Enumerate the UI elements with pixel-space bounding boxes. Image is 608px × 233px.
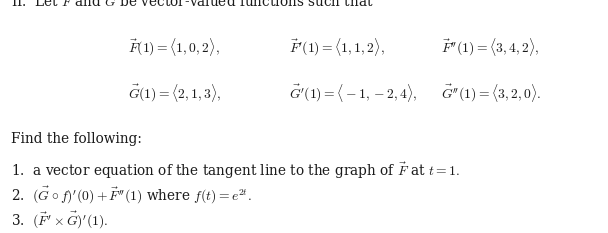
Text: II.  Let $\vec{F}$ and $\vec{G}$ be vector-valued functions such that: II. Let $\vec{F}$ and $\vec{G}$ be vecto… — [11, 0, 374, 10]
Text: 1.  a vector equation of the tangent line to the graph of $\vec{F}$ at $t = 1.$: 1. a vector equation of the tangent line… — [11, 160, 460, 181]
Text: $\vec{F}(1) = \langle 1, 0, 2 \rangle,$: $\vec{F}(1) = \langle 1, 0, 2 \rangle,$ — [128, 37, 219, 58]
Text: $\vec{F}'(1) = \langle 1, 1, 2 \rangle,$: $\vec{F}'(1) = \langle 1, 1, 2 \rangle,$ — [289, 37, 385, 58]
Text: 2.  $(\vec{G} \circ f)'(0) + \vec{F}''(1)$ where $f(t) = e^{2t}.$: 2. $(\vec{G} \circ f)'(0) + \vec{F}''(1)… — [11, 185, 252, 206]
Text: $\vec{G}''(1) = \langle 3, 2, 0 \rangle.$: $\vec{G}''(1) = \langle 3, 2, 0 \rangle.… — [441, 82, 541, 104]
Text: $\vec{F}''(1) = \langle 3, 4, 2 \rangle,$: $\vec{F}''(1) = \langle 3, 4, 2 \rangle,… — [441, 37, 539, 58]
Text: $\vec{G}'(1) = \langle -1, -2, 4 \rangle,$: $\vec{G}'(1) = \langle -1, -2, 4 \rangle… — [289, 82, 417, 104]
Text: $\vec{G}(1) = \langle 2, 1, 3 \rangle,$: $\vec{G}(1) = \langle 2, 1, 3 \rangle,$ — [128, 82, 221, 104]
Text: Find the following:: Find the following: — [11, 132, 142, 146]
Text: 3.  $(\vec{F}' \times \vec{G})'(1).$: 3. $(\vec{F}' \times \vec{G})'(1).$ — [11, 210, 108, 231]
